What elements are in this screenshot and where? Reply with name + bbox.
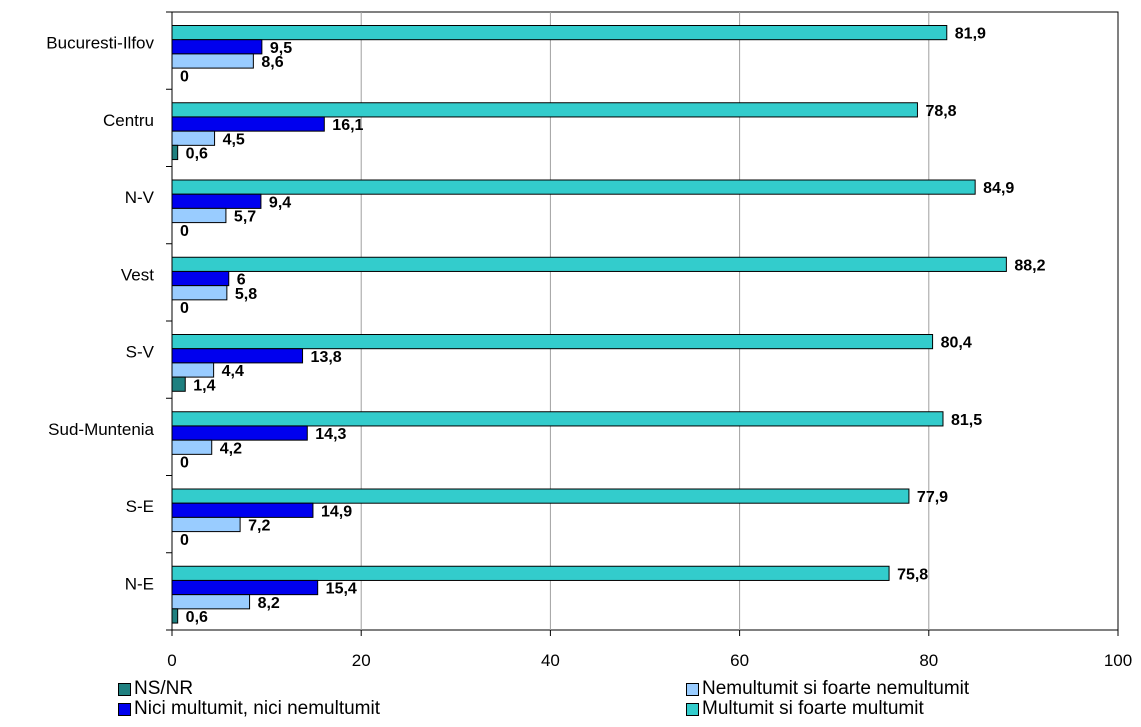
bar-nemultumit-si-foarte-nemultumit-n-v <box>171 207 227 224</box>
data-label-nemultumit-si-foarte-nemultumit-n-e: 8,2 <box>258 595 280 612</box>
data-label-ns-nr-centru: 0,6 <box>186 146 208 163</box>
data-label-nemultumit-si-foarte-nemultumit-n-v: 5,7 <box>234 209 256 226</box>
data-label-nemultumit-si-foarte-nemultumit-bucuresti-ilfov: 8,6 <box>261 54 283 71</box>
data-label-nemultumit-si-foarte-nemultumit-s-v: 4,4 <box>222 363 244 380</box>
bar-multumit-si-foarte-multumit-s-v <box>171 334 934 350</box>
bar-nici-multumit-nici-nemultumit-s-v <box>171 348 304 364</box>
data-label-nici-multumit-nici-nemultumit-n-e: 15,4 <box>326 581 357 598</box>
bar-nici-multumit-nici-nemultumit-sud-muntenia <box>171 425 308 441</box>
data-label-ns-nr-bucuresti-ilfov: 0 <box>180 68 189 85</box>
data-label-nici-multumit-nici-nemultumit-n-v: 9,4 <box>269 194 291 211</box>
bar-nemultumit-si-foarte-nemultumit-sud-muntenia <box>171 439 213 455</box>
data-label-ns-nr-s-v: 1,4 <box>193 377 215 394</box>
bar-nemultumit-si-foarte-nemultumit-s-e <box>171 516 241 533</box>
bar-multumit-si-foarte-multumit-bucuresti-ilfov <box>171 25 948 41</box>
bar-nemultumit-si-foarte-nemultumit-centru <box>171 130 216 146</box>
category-label-s-v: S-V <box>126 343 155 362</box>
data-label-multumit-si-foarte-multumit-n-v: 84,9 <box>983 180 1014 197</box>
bar-nici-multumit-nici-nemultumit-n-v <box>171 193 262 209</box>
bar-nemultumit-si-foarte-nemultumit-s-v <box>171 362 215 378</box>
category-label-n-v: N-V <box>125 188 155 207</box>
data-label-multumit-si-foarte-multumit-vest: 88,2 <box>1014 257 1045 274</box>
bar-ns-nr-n-e <box>171 608 179 624</box>
data-label-nici-multumit-nici-nemultumit-s-e: 14,9 <box>321 503 352 520</box>
data-label-multumit-si-foarte-multumit-n-e: 75,8 <box>897 566 928 583</box>
category-label-centru: Centru <box>103 111 154 130</box>
category-label-sud-muntenia: Sud-Muntenia <box>48 420 154 439</box>
data-label-nemultumit-si-foarte-nemultumit-vest: 5,8 <box>235 286 257 303</box>
x-tick-label-60: 60 <box>730 651 749 670</box>
x-tick-label-0: 0 <box>167 651 176 670</box>
data-label-nici-multumit-nici-nemultumit-centru: 16,1 <box>332 117 363 134</box>
bar-nemultumit-si-foarte-nemultumit-vest <box>171 285 228 301</box>
bar-multumit-si-foarte-multumit-vest <box>171 256 1007 272</box>
data-label-nemultumit-si-foarte-nemultumit-centru: 4,5 <box>223 131 245 148</box>
bar-nemultumit-si-foarte-nemultumit-n-e <box>171 594 251 610</box>
data-label-ns-nr-s-e: 0 <box>180 532 189 549</box>
x-tick-label-40: 40 <box>541 651 560 670</box>
category-label-n-e: N-E <box>125 574 154 593</box>
bar-nici-multumit-nici-nemultumit-n-e <box>171 579 319 596</box>
bar-nici-multumit-nici-nemultumit-vest <box>171 270 230 287</box>
data-label-nici-multumit-nici-nemultumit-vest: 6 <box>237 272 246 289</box>
data-label-nemultumit-si-foarte-nemultumit-sud-muntenia: 4,2 <box>220 440 242 457</box>
data-label-nici-multumit-nici-nemultumit-s-v: 13,8 <box>311 349 342 366</box>
data-label-multumit-si-foarte-multumit-s-v: 80,4 <box>941 335 972 352</box>
bar-multumit-si-foarte-multumit-n-e <box>171 565 890 581</box>
data-label-ns-nr-n-e: 0,6 <box>186 609 208 626</box>
category-label-bucuresti-ilfov: Bucuresti-Ilfov <box>46 34 154 53</box>
x-tick-label-100: 100 <box>1104 651 1132 670</box>
bar-multumit-si-foarte-multumit-s-e <box>171 488 910 504</box>
category-label-vest: Vest <box>121 265 154 284</box>
bar-ns-nr-s-v <box>171 376 186 392</box>
data-label-multumit-si-foarte-multumit-centru: 78,8 <box>925 103 956 120</box>
category-label-s-e: S-E <box>126 497 154 516</box>
data-label-ns-nr-vest: 0 <box>180 300 189 317</box>
x-tick-label-20: 20 <box>352 651 371 670</box>
data-label-multumit-si-foarte-multumit-s-e: 77,9 <box>917 489 948 506</box>
data-label-nemultumit-si-foarte-nemultumit-s-e: 7,2 <box>248 518 270 535</box>
data-label-multumit-si-foarte-multumit-bucuresti-ilfov: 81,9 <box>955 26 986 43</box>
data-label-multumit-si-foarte-multumit-sud-muntenia: 81,5 <box>951 412 982 429</box>
bar-nici-multumit-nici-nemultumit-bucuresti-ilfov <box>171 39 263 55</box>
bar-multumit-si-foarte-multumit-n-v <box>171 179 976 195</box>
bar-nici-multumit-nici-nemultumit-s-e <box>171 502 314 518</box>
bar-nici-multumit-nici-nemultumit-centru <box>171 116 325 132</box>
bar-multumit-si-foarte-multumit-centru <box>171 102 918 118</box>
bar-ns-nr-centru <box>171 144 179 161</box>
data-label-nici-multumit-nici-nemultumit-bucuresti-ilfov: 9,5 <box>270 40 292 57</box>
data-label-ns-nr-sud-muntenia: 0 <box>180 455 189 472</box>
data-label-ns-nr-n-v: 0 <box>180 223 189 240</box>
data-label-nici-multumit-nici-nemultumit-sud-muntenia: 14,3 <box>315 426 346 443</box>
bar-multumit-si-foarte-multumit-sud-muntenia <box>171 411 944 427</box>
bar-nemultumit-si-foarte-nemultumit-bucuresti-ilfov <box>171 53 254 69</box>
x-tick-label-80: 80 <box>919 651 938 670</box>
